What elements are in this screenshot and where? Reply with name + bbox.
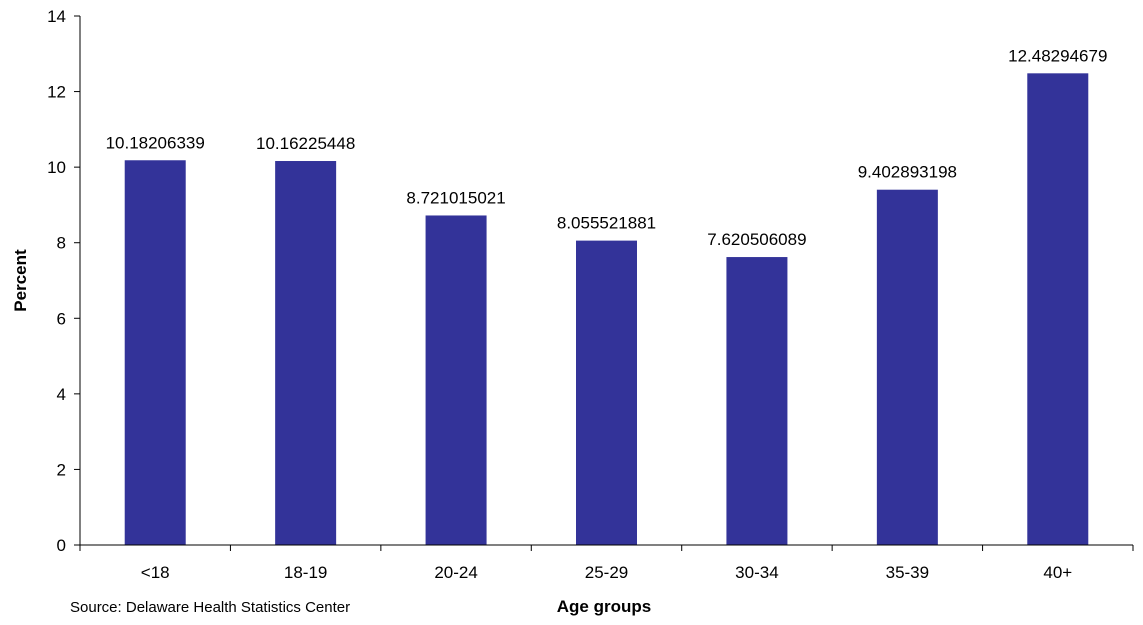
- bars: [124, 73, 1089, 546]
- bar: [1027, 73, 1089, 545]
- bar: [576, 240, 637, 546]
- x-tick-label: <18: [141, 563, 170, 582]
- x-tick-label: 18-19: [284, 563, 327, 582]
- bar: [726, 257, 788, 545]
- y-tick-label: 8: [57, 234, 66, 253]
- y-tick-label: 2: [57, 460, 66, 479]
- bar-data-label: 10.18206339: [106, 133, 205, 152]
- bar-data-label: 8.055521881: [557, 214, 656, 233]
- y-tick-label: 14: [47, 7, 66, 26]
- y-axis-ticks: 0 2 4 6 8 10 12 14: [47, 7, 80, 555]
- y-tick-label: 12: [47, 83, 66, 102]
- x-axis-ticks: <18 18-19 20-24 25-29 30-34 35-39 40+: [79, 545, 1134, 582]
- bar-data-label: 9.402893198: [858, 163, 957, 182]
- x-tick-label: 40+: [1043, 563, 1072, 582]
- bar-data-label: 7.620506089: [707, 230, 806, 249]
- bar: [275, 161, 337, 545]
- source-note: Source: Delaware Health Statistics Cente…: [70, 599, 350, 616]
- bar: [425, 215, 487, 545]
- data-labels: 10.18206339 10.16225448 8.721015021 8.05552…: [106, 46, 1108, 249]
- x-tick-label: 25-29: [585, 563, 628, 582]
- bar: [124, 160, 186, 545]
- x-tick-label: 20-24: [434, 563, 477, 582]
- y-axis-title: Percent: [11, 249, 30, 312]
- y-tick-label: 0: [57, 536, 66, 555]
- y-tick-label: 10: [47, 158, 66, 177]
- bar-data-label: 12.48294679: [1008, 46, 1107, 65]
- bar: [876, 189, 938, 546]
- x-axis-title: Age groups: [557, 597, 651, 616]
- x-tick-label: 30-34: [735, 563, 778, 582]
- x-tick-label: 35-39: [886, 563, 929, 582]
- bar-data-label: 10.16225448: [256, 134, 355, 153]
- y-tick-label: 4: [57, 385, 66, 404]
- y-tick-label: 6: [57, 309, 66, 328]
- bar-data-label: 8.721015021: [406, 188, 505, 207]
